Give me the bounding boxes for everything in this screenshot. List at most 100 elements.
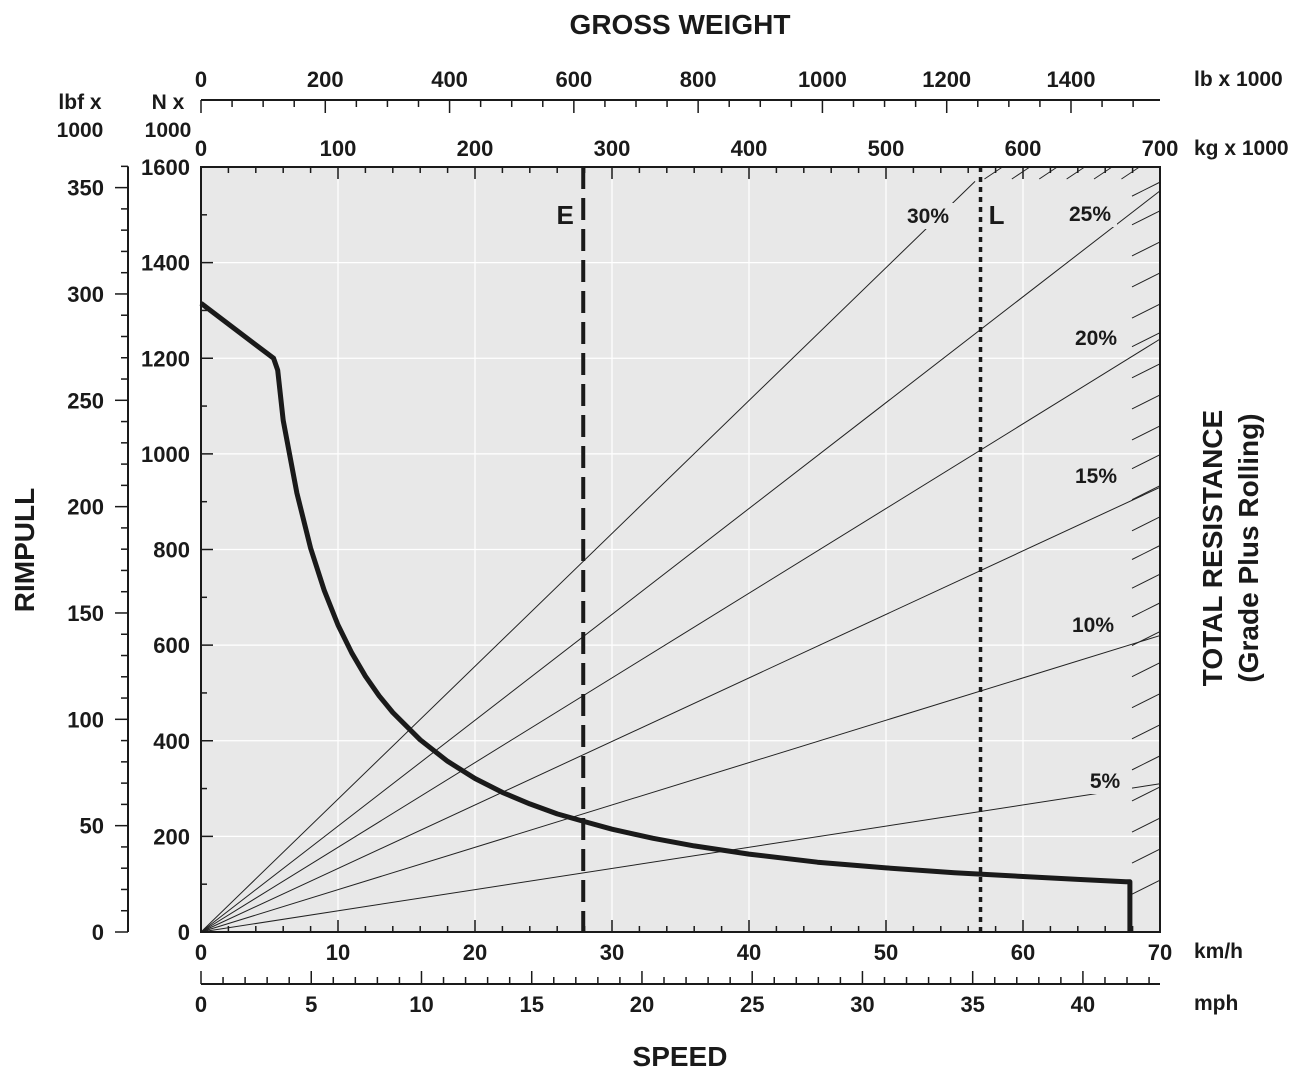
x-kmh-tick-label: 0	[195, 940, 207, 965]
grade-tick	[1131, 241, 1161, 257]
grade-tick	[1131, 545, 1161, 560]
grade-tick	[1131, 425, 1161, 441]
grade-tick	[1093, 166, 1113, 180]
chart-title: GROSS WEIGHT	[570, 9, 791, 40]
y-lbf-tick-label: 50	[80, 814, 104, 839]
y-kn-tick-label: 200	[153, 824, 190, 849]
kmh-unit-label: km/h	[1194, 940, 1243, 963]
x-kmh-tick-label: 40	[737, 940, 761, 965]
x-kmh-tick-label: 70	[1148, 940, 1172, 965]
x-kmh-tick-label: 50	[874, 940, 898, 965]
top-kg-tick-label: 0	[195, 136, 207, 161]
rimpull-curve	[199, 301, 1133, 932]
grid	[201, 167, 1160, 932]
x-mph-tick-label: 0	[195, 992, 207, 1017]
grade-tick	[1131, 272, 1161, 288]
top-lb-tick-label: 400	[431, 67, 468, 92]
y-kn-tick-label: 1600	[141, 155, 190, 180]
y2-axis-subtitle: (Grade Plus Rolling)	[1233, 413, 1264, 682]
top-lb-tick-label: 1400	[1047, 67, 1096, 92]
grade-tick	[1131, 394, 1161, 410]
grade-label-20pct: 20%	[1075, 327, 1117, 350]
top-kg-tick-label: 200	[457, 136, 494, 161]
grade-tick	[1131, 662, 1161, 678]
grade-tick	[1131, 786, 1161, 802]
n-unit-line2: 1000	[145, 119, 192, 142]
grade-tick	[1131, 516, 1161, 532]
grade-tick	[1038, 166, 1058, 180]
y-lbf-tick-label: 0	[92, 920, 104, 945]
grade-line-15pct	[200, 486, 1161, 933]
marker-label-E: E	[557, 200, 574, 230]
axes	[115, 99, 1161, 985]
grade-label-5pct: 5%	[1090, 770, 1121, 793]
grade-tick	[1131, 755, 1161, 771]
x-mph-tick-label: 30	[850, 992, 874, 1017]
grade-tick	[1066, 166, 1085, 180]
grade-tick	[1131, 724, 1161, 740]
top-kg-tick-label: 500	[868, 136, 905, 161]
grade-label-10pct: 10%	[1072, 614, 1114, 637]
top-lb-tick-label: 0	[195, 67, 207, 92]
grade-label-bg	[901, 203, 955, 229]
top-lb-tick-label: 200	[307, 67, 344, 92]
kg-unit-label: kg x 1000	[1194, 137, 1289, 160]
grade-label-30pct: 30%	[907, 205, 949, 228]
x-mph-tick-label: 15	[519, 992, 543, 1017]
rimpull-curve-group	[199, 301, 1133, 932]
top-kg-tick-label: 700	[1142, 136, 1179, 161]
y-axis-title: RIMPULL	[9, 488, 40, 612]
y-kn-tick-label: 800	[153, 538, 190, 563]
grade-tick	[1131, 573, 1161, 589]
grade-line-25pct	[200, 190, 1161, 933]
y-lbf-tick-label: 150	[67, 601, 104, 626]
grade-tick	[1131, 210, 1161, 226]
grade-tick	[984, 166, 1003, 180]
grade-tick	[1131, 363, 1161, 379]
x-kmh-tick-label: 30	[600, 940, 624, 965]
x-mph-tick-label: 10	[409, 992, 433, 1017]
x-mph-tick-label: 25	[740, 992, 764, 1017]
grade-tick	[1011, 166, 1031, 180]
grade-label-bg	[1063, 201, 1117, 227]
grade-tick	[1131, 181, 1161, 197]
grade-tick	[1131, 879, 1161, 895]
top-kg-tick-label: 600	[1005, 136, 1042, 161]
top-lb-tick-label: 800	[680, 67, 717, 92]
grade-tick	[1131, 303, 1161, 319]
top-kg-tick-label: 100	[320, 136, 357, 161]
grade-label-25pct: 25%	[1069, 203, 1111, 226]
grade-tick	[1121, 166, 1140, 180]
grade-tick	[1131, 693, 1161, 709]
grade-tick	[1131, 817, 1161, 833]
grade-label-15pct: 15%	[1075, 465, 1117, 488]
labels: GROSS WEIGHT SPEED RIMPULL TOTAL RESISTA…	[9, 9, 1289, 1072]
y-lbf-tick-label: 100	[67, 707, 104, 732]
top-kg-tick-label: 400	[731, 136, 768, 161]
x-mph-tick-label: 35	[960, 992, 984, 1017]
grade-line-10pct	[200, 635, 1161, 933]
grade-tick	[1131, 485, 1161, 501]
y-lbf-tick-label: 350	[67, 176, 104, 201]
grade-tick	[1131, 332, 1161, 348]
n-unit-line1: N x	[152, 91, 185, 114]
top-kg-tick-label: 300	[594, 136, 631, 161]
y-kn-tick-label: 0	[178, 920, 190, 945]
x-kmh-tick-label: 10	[326, 940, 350, 965]
top-lb-tick-label: 1000	[798, 67, 847, 92]
mph-unit-label: mph	[1194, 992, 1238, 1015]
lb-unit-label: lb x 1000	[1194, 68, 1283, 91]
x-mph-tick-label: 40	[1071, 992, 1095, 1017]
y-kn-tick-label: 1200	[141, 346, 190, 371]
y-kn-tick-label: 400	[153, 729, 190, 754]
y-kn-tick-label: 600	[153, 633, 190, 658]
grade-line-5pct	[200, 783, 1161, 933]
grade-tick	[1131, 631, 1161, 647]
top-lb-tick-label: 600	[555, 67, 592, 92]
grade-lines: 5% 10% 15% 20% 25% 30%	[200, 166, 1161, 933]
grade-line-20pct	[200, 338, 1161, 933]
y-lbf-tick-label: 250	[67, 388, 104, 413]
x-kmh-tick-label: 20	[463, 940, 487, 965]
x-mph-tick-label: 20	[630, 992, 654, 1017]
